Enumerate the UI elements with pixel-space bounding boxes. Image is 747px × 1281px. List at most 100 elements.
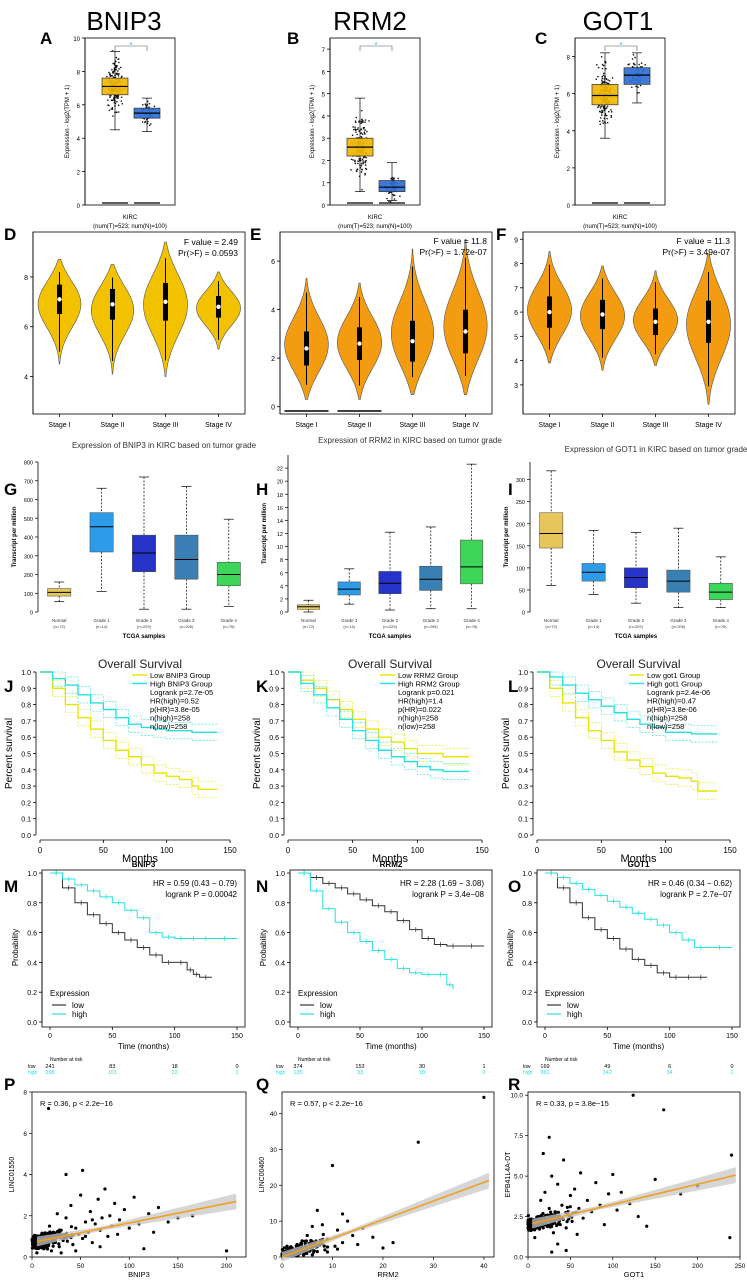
jitter-point: [355, 169, 358, 172]
y-tick-label: 2: [271, 356, 275, 363]
legend-entry: HR(high)=1.4: [398, 697, 443, 706]
logrank-annotation: logrank P = 2.7e−07: [660, 890, 732, 899]
confidence-band-high: [288, 671, 470, 780]
panel-letter-o: O: [508, 877, 521, 896]
scatter-point: [564, 1248, 568, 1253]
y-tick-label: 0.2: [522, 990, 532, 997]
y-tick-label: 10.0: [510, 1093, 523, 1100]
jitter-point: [361, 188, 363, 191]
jitter-point: [360, 171, 363, 173]
y-tick-label: 0.0: [275, 1020, 285, 1027]
jitter-point: [361, 118, 363, 121]
y-tick-label: 0.6: [21, 735, 31, 742]
x-tick-label: Grade 4: [713, 618, 730, 623]
jitter-point: [350, 169, 352, 171]
y-tick-label: 1.0: [522, 871, 532, 878]
risk-count-high: 135: [293, 1070, 302, 1076]
y-tick-label: 0: [280, 611, 283, 617]
scatter-point: [108, 1214, 112, 1218]
scatter-point: [553, 1210, 557, 1214]
scatter-point: [556, 1182, 560, 1186]
km-curve-high: [537, 671, 718, 735]
scatter-point: [551, 1231, 556, 1235]
jitter-point: [640, 62, 643, 65]
scatter-point: [543, 1190, 547, 1194]
y-tick-label: 300: [24, 554, 33, 560]
x-tick-label: 0: [30, 1263, 34, 1270]
x-axis-label: RRM2: [377, 1270, 398, 1279]
y-tick-label: 0.1: [21, 817, 31, 824]
scatter-point: [564, 1226, 568, 1230]
jitter-point: [117, 73, 120, 75]
jitter-point: [360, 165, 363, 167]
scatter-point: [548, 1225, 552, 1229]
jitter-point: [634, 63, 636, 66]
jitter-point: [356, 128, 359, 131]
panel-p: 0 2 4 6 8 0 50 100 150 200 BNIP3 LINC01550 R = 0.36,…: [9, 1090, 247, 1279]
legend-title: Expression: [545, 989, 585, 998]
risk-row-label: high: [523, 1070, 533, 1076]
scatter-point: [594, 1180, 598, 1185]
sample-size-label: (n=72): [53, 624, 65, 629]
jitter-point: [600, 55, 603, 58]
x-tick-label: 100: [416, 1033, 428, 1040]
x-axis-label: Time (months): [613, 1042, 665, 1051]
panel-letter-p: P: [4, 1075, 15, 1094]
scatter-point: [69, 1225, 74, 1229]
legend-entry: low: [320, 1001, 332, 1010]
panel-letter-k: K: [256, 677, 269, 696]
x-tick-label: Normal: [52, 618, 67, 623]
significance-bracket: [359, 45, 393, 51]
jitter-point: [596, 63, 598, 66]
km-curve-low: [50, 872, 213, 978]
scatter-point: [558, 1223, 562, 1227]
scatter-point: [106, 1234, 110, 1238]
regression-line: [36, 1200, 237, 1243]
jitter-point: [353, 128, 355, 131]
violin-median: [463, 329, 468, 334]
risk-count-high: 22: [172, 1070, 178, 1076]
jitter-point: [148, 106, 150, 108]
x-tick-label: 100: [659, 846, 673, 855]
confidence-band-high: [537, 671, 718, 727]
jitter-point: [145, 106, 148, 108]
jitter-point: [364, 129, 366, 131]
km-curve-low: [40, 671, 218, 791]
x-tick-label: 50: [99, 846, 108, 855]
sample-size-label: (num(T)=523; num(N)=100): [583, 224, 657, 230]
jitter-point: [109, 96, 111, 99]
jitter-point: [107, 99, 109, 101]
scatter-point: [333, 1244, 337, 1248]
legend-entry: n(high)=258: [150, 714, 190, 723]
jitter-point: [601, 67, 604, 70]
y-tick-label: 10: [73, 37, 80, 43]
jitter-point: [361, 158, 364, 161]
jitter-point: [610, 116, 613, 118]
y-tick-label: 300: [516, 478, 525, 484]
scatter-point: [529, 1217, 533, 1221]
chart-title: BNIP3: [132, 860, 156, 869]
correlation-annotation: R = 0.36, p < 2.2e−16: [40, 1099, 113, 1108]
legend-entry: n(high)=258: [647, 714, 687, 723]
jitter-point: [144, 103, 147, 105]
legend-entry: p(HR)=3.8e-06: [647, 705, 697, 714]
y-tick-label: 0.6: [269, 735, 279, 742]
x-tick-label: Stage III: [399, 422, 425, 429]
scatter-point: [636, 1214, 640, 1219]
y-tick-label: 5: [322, 93, 326, 99]
jitter-point: [601, 77, 604, 80]
jitter-point: [362, 160, 364, 162]
y-tick-label: 2: [23, 1213, 27, 1220]
scatter-point: [315, 1250, 319, 1254]
y-tick-label: 0: [23, 1255, 27, 1262]
risk-count-high: 268: [45, 1070, 54, 1076]
jitter-point: [610, 109, 612, 111]
y-tick-label: 22: [277, 467, 283, 473]
y-tick-label: 0.8: [21, 703, 31, 710]
legend-entry: Low BNIP3 Group: [150, 671, 210, 680]
y-tick-label: 6: [567, 93, 571, 99]
sample-size-label: (n=76): [715, 624, 727, 629]
x-axis-label: TCGA samples: [615, 634, 658, 640]
jitter-point: [360, 132, 363, 134]
jitter-point: [599, 107, 602, 109]
